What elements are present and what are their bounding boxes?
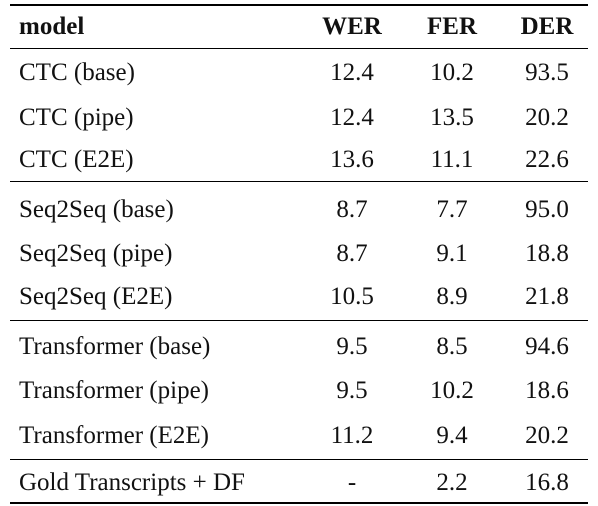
cell-fer: 10.2: [430, 377, 474, 404]
group-divider: [10, 320, 588, 321]
cell-der: 21.8: [525, 283, 569, 310]
group-divider: [10, 459, 588, 460]
cell-model: CTC (E2E): [19, 146, 134, 173]
table-row: Transformer (E2E) 11.2 9.4 20.2: [0, 417, 598, 455]
cell-fer: 7.7: [436, 196, 468, 223]
cell-fer: 8.9: [436, 283, 468, 310]
table-row: Seq2Seq (E2E) 10.5 8.9 21.8: [0, 278, 598, 316]
table-row: Transformer (pipe) 9.5 10.2 18.6: [0, 372, 598, 410]
group-divider: [10, 181, 588, 182]
cell-model: CTC (base): [19, 59, 135, 86]
table-row: Seq2Seq (pipe) 8.7 9.1 18.8: [0, 235, 598, 273]
cell-wer: 8.7: [336, 196, 368, 223]
cell-model: Transformer (pipe): [19, 377, 210, 404]
cell-der: 20.2: [525, 104, 569, 131]
cell-der: 16.8: [525, 469, 569, 496]
cell-fer: 10.2: [430, 59, 474, 86]
table-row: Gold Transcripts + DF - 2.2 16.8: [0, 464, 598, 502]
cell-der: 20.2: [525, 422, 569, 449]
cell-model: Gold Transcripts + DF: [19, 469, 245, 496]
cell-fer: 11.1: [430, 146, 474, 173]
cell-fer: 13.5: [430, 104, 474, 131]
top-rule: [10, 4, 588, 6]
table-row: Seq2Seq (base) 8.7 7.7 95.0: [0, 191, 598, 229]
table-row: Transformer (base) 9.5 8.5 94.6: [0, 328, 598, 366]
table-row: CTC (pipe) 12.4 13.5 20.2: [0, 99, 598, 137]
table-row: CTC (base) 12.4 10.2 93.5: [0, 54, 598, 92]
header-row: model WER FER DER: [0, 8, 598, 46]
cell-wer: 9.5: [336, 377, 368, 404]
cell-der: 18.8: [525, 240, 569, 267]
cell-fer: 9.4: [436, 422, 468, 449]
cell-der: 95.0: [525, 196, 569, 223]
cell-fer: 9.1: [436, 240, 468, 267]
cell-wer: 12.4: [330, 104, 374, 131]
cell-wer: 11.2: [330, 422, 374, 449]
cell-model: Seq2Seq (base): [19, 196, 174, 223]
cell-model: Transformer (E2E): [19, 422, 210, 449]
cell-model: CTC (pipe): [19, 104, 134, 131]
cell-der: 94.6: [525, 333, 569, 360]
cell-fer: 8.5: [436, 333, 468, 360]
cell-wer: -: [347, 469, 357, 496]
header-model: model: [19, 13, 85, 40]
header-wer: WER: [322, 13, 382, 40]
cell-wer: 10.5: [330, 283, 374, 310]
table-row: CTC (E2E) 13.6 11.1 22.6: [0, 141, 598, 179]
bottom-rule: [10, 502, 588, 504]
header-rule: [10, 48, 588, 49]
cell-der: 22.6: [525, 146, 569, 173]
header-der: DER: [520, 13, 574, 40]
cell-model: Transformer (base): [19, 333, 211, 360]
cell-wer: 12.4: [330, 59, 374, 86]
cell-wer: 13.6: [330, 146, 374, 173]
cell-der: 18.6: [525, 377, 569, 404]
header-fer: FER: [427, 13, 477, 40]
cell-wer: 9.5: [336, 333, 368, 360]
cell-fer: 2.2: [436, 469, 468, 496]
cell-model: Seq2Seq (E2E): [19, 283, 173, 310]
cell-der: 93.5: [525, 59, 569, 86]
cell-wer: 8.7: [336, 240, 368, 267]
cell-model: Seq2Seq (pipe): [19, 240, 173, 267]
